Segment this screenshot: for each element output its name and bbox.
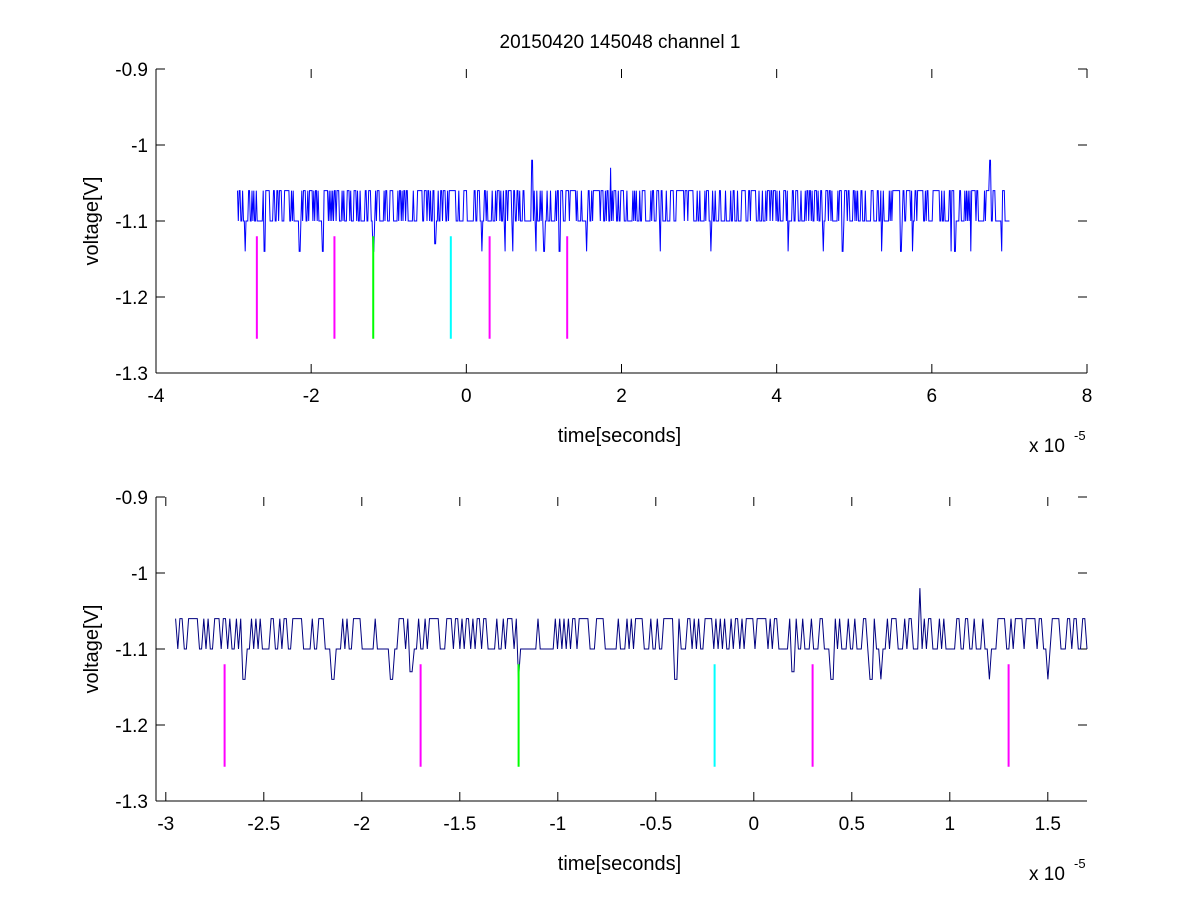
- x-tick-label: -2: [303, 386, 320, 407]
- x-scale-factor: x 10: [1029, 436, 1065, 457]
- top-plot: -1.3 -1.2 -1.1 -1 -0.9 -4 -2 0 2 4 6 8 time[seconds]…: [81, 60, 1092, 457]
- x-tick-label: -2.5: [247, 814, 280, 835]
- x-tick-label: -3: [157, 814, 174, 835]
- x-tick-label: -4: [148, 386, 165, 407]
- x-tick-label: 4: [771, 386, 782, 407]
- y-axis-label: voltage[V]: [81, 605, 103, 694]
- signal-trace: [237, 159, 1010, 252]
- x-scale-exponent: -5: [1074, 428, 1086, 443]
- x-tick-label: 1: [945, 814, 956, 835]
- y-tick-label: -1.1: [115, 212, 148, 233]
- x-tick-label: -2: [353, 814, 370, 835]
- x-tick-label: 0: [461, 386, 472, 407]
- y-tick-label: -1.2: [115, 716, 148, 737]
- y-tick-label: -1.3: [115, 364, 148, 385]
- x-tick-label: 0: [749, 814, 760, 835]
- y-tick-label: -1.1: [115, 640, 148, 661]
- x-axis-label: time[seconds]: [558, 425, 681, 447]
- x-tick-label: 6: [927, 386, 938, 407]
- x-tick-label: 1.5: [1035, 814, 1061, 835]
- x-tick-label: 8: [1082, 386, 1093, 407]
- x-axis-label: time[seconds]: [558, 853, 681, 875]
- x-tick-label: 0.5: [839, 814, 865, 835]
- x-tick-label: -1: [549, 814, 566, 835]
- x-tick-label: -1.5: [443, 814, 476, 835]
- y-tick-label: -0.9: [115, 488, 148, 509]
- y-tick-label: -1.3: [115, 792, 148, 813]
- bottom-plot: -1.3 -1.2 -1.1 -1 -0.9 -3 -2.5 -2 -1.5 -1 -0.5 0 0.5…: [81, 488, 1088, 885]
- y-tick-label: -1: [131, 564, 148, 585]
- y-tick-label: -1.2: [115, 288, 148, 309]
- y-tick-label: -0.9: [115, 60, 148, 81]
- signal-trace: [175, 588, 1088, 680]
- figure-title: 20150420 145048 channel 1: [500, 32, 741, 53]
- y-tick-label: -1: [131, 136, 148, 157]
- x-tick-label: -0.5: [639, 814, 672, 835]
- x-scale-exponent: -5: [1074, 856, 1086, 871]
- y-axis-label: voltage[V]: [81, 177, 103, 266]
- x-scale-factor: x 10: [1029, 864, 1065, 885]
- x-tick-label: 2: [616, 386, 627, 407]
